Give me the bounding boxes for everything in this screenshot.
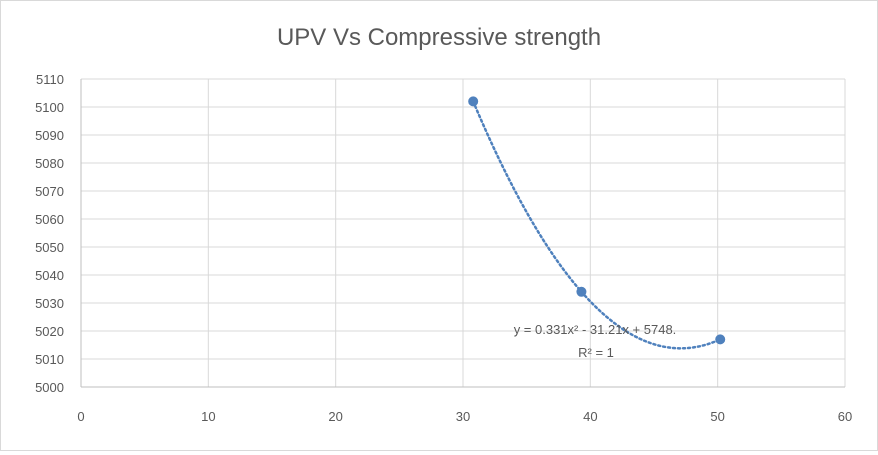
y-tick-label: 5040 [35,268,64,283]
y-tick-label: 5020 [35,324,64,339]
data-point [468,96,479,107]
y-tick-label: 5030 [35,296,64,311]
y-tick-label: 5000 [35,380,64,395]
y-tick-label: 5050 [35,240,64,255]
data-point [576,286,587,297]
y-tick-label: 5090 [35,128,64,143]
x-tick-label: 50 [710,409,724,424]
axis-layer: 5000501050205030504050505060507050805090… [35,72,852,424]
trendline-r-squared: R² = 1 [578,345,614,360]
y-tick-label: 5010 [35,352,64,367]
x-tick-label: 10 [201,409,215,424]
x-tick-label: 0 [77,409,84,424]
x-tick-label: 20 [328,409,342,424]
x-tick-label: 30 [456,409,470,424]
y-tick-label: 5110 [36,72,64,87]
chart-title: UPV Vs Compressive strength [277,24,601,51]
y-tick-label: 5070 [35,184,64,199]
trendline-equation: y = 0.331x² - 31.21x + 5748. [514,322,677,337]
trend-layer [471,100,722,350]
point-layer [468,96,726,345]
trendline [471,100,722,350]
x-tick-label: 40 [583,409,597,424]
y-tick-label: 5060 [35,212,64,227]
y-tick-label: 5100 [35,100,64,115]
grid-layer [81,78,846,387]
y-tick-label: 5080 [35,156,64,171]
data-point [715,334,726,345]
x-tick-label: 60 [838,409,852,424]
